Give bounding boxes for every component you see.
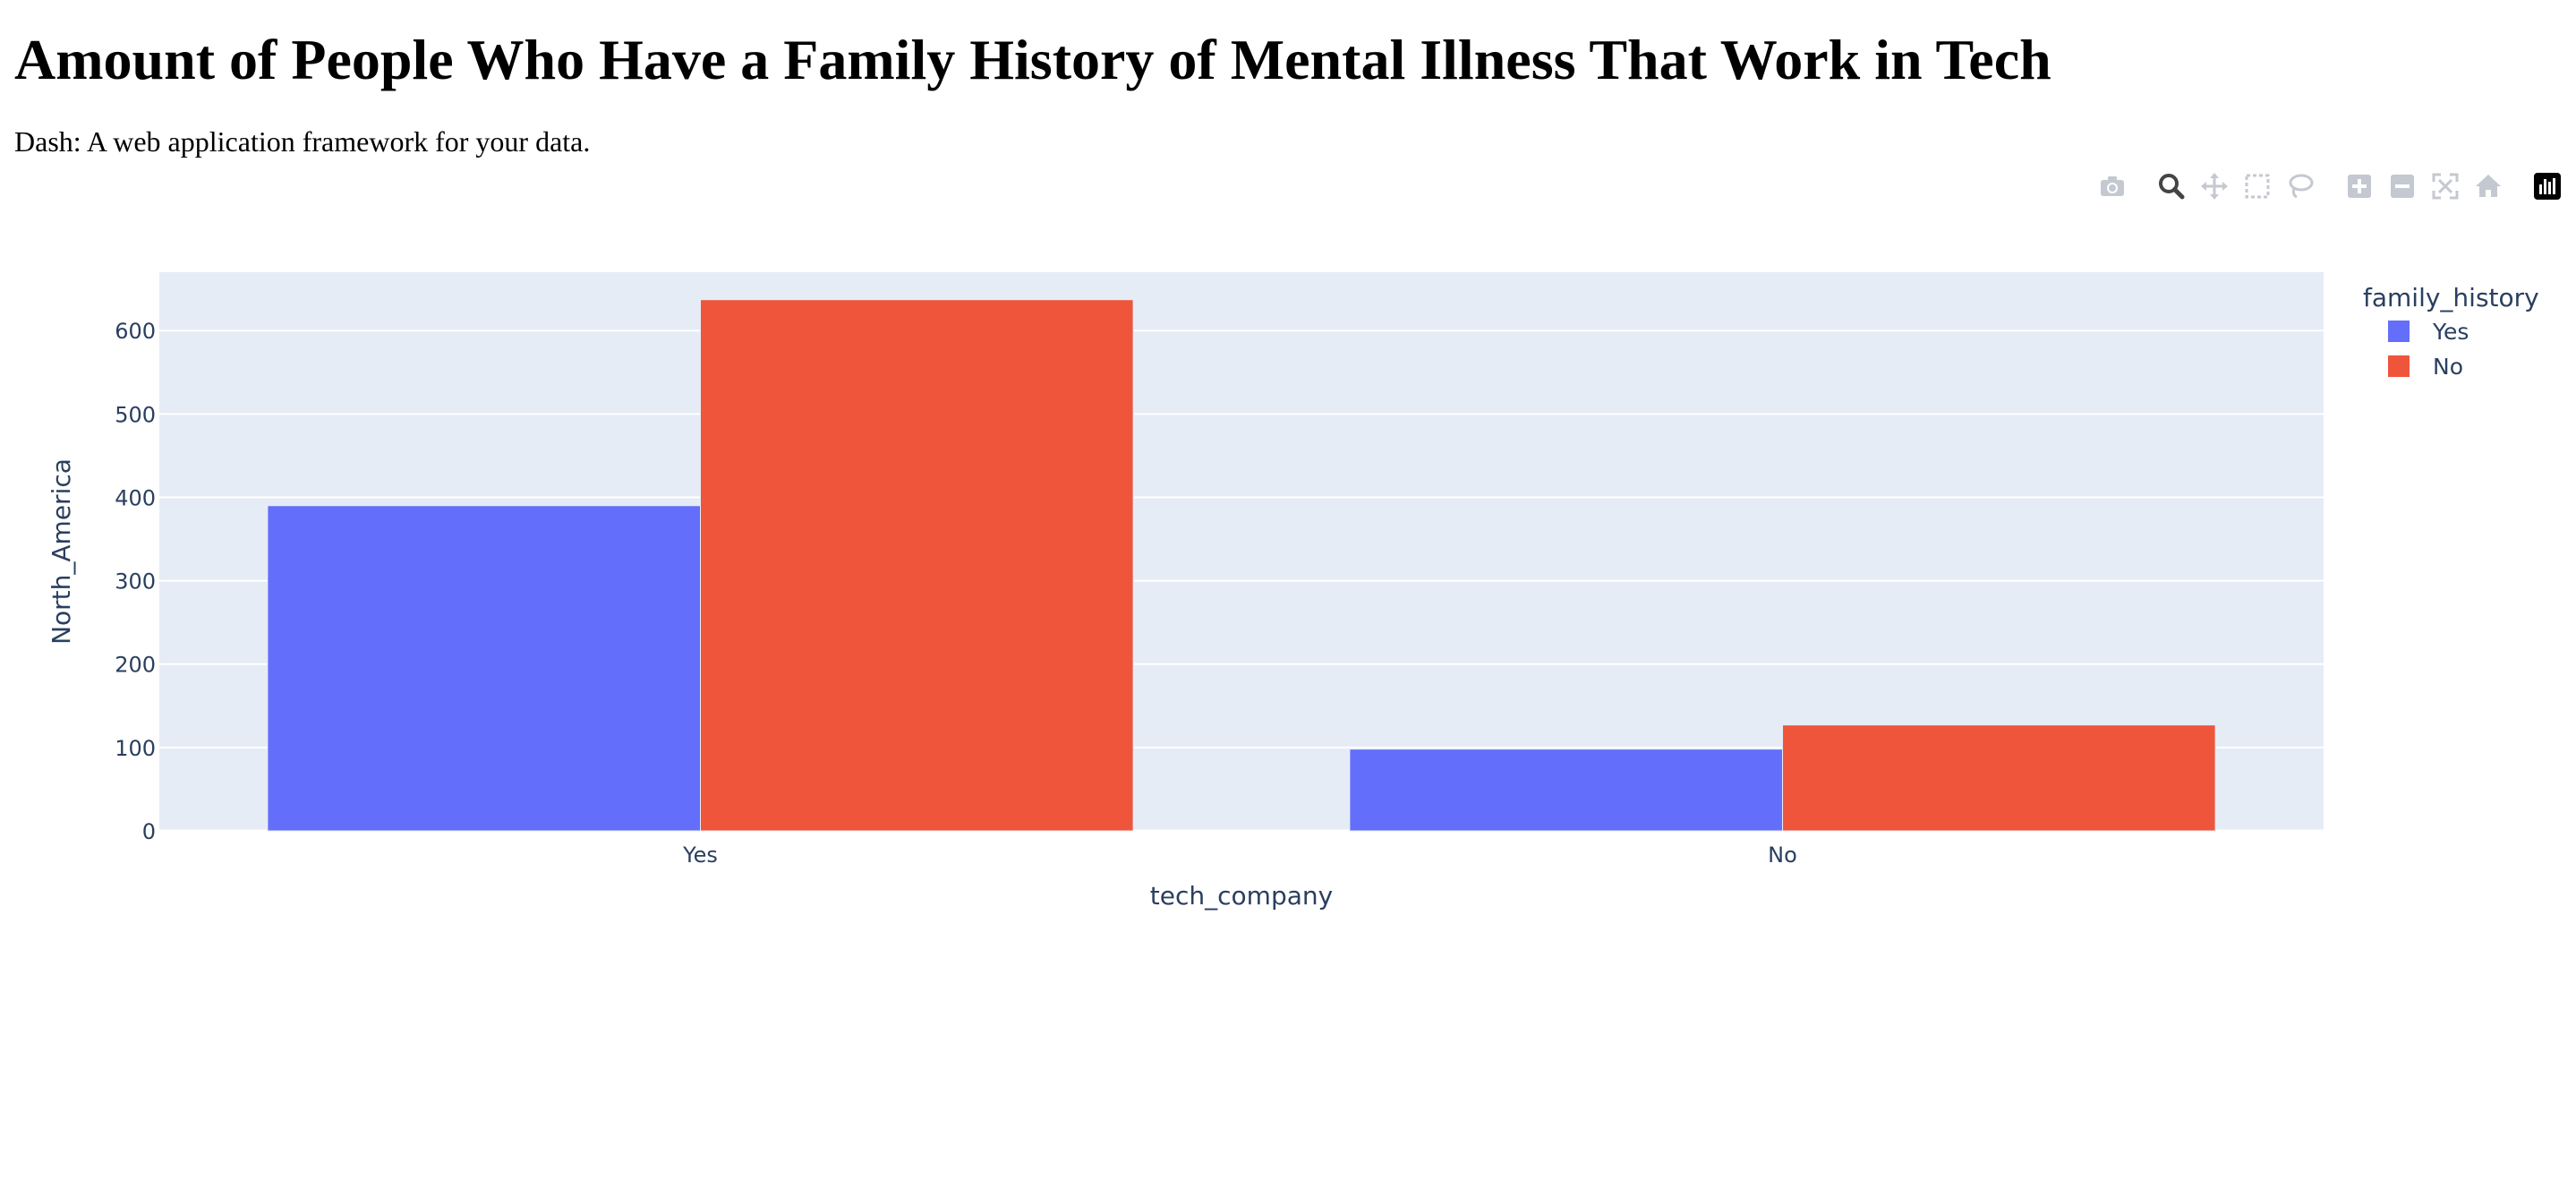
download-png-button[interactable] [2094,168,2130,204]
box-select-button[interactable] [2239,168,2275,204]
bar-no-yes[interactable] [1349,748,1784,832]
lasso-select-icon [2289,174,2314,199]
x-tick-label: Yes [682,843,718,868]
zoom-icon [2159,174,2185,200]
x-tick-label: No [1768,843,1797,868]
bars [267,299,2216,832]
y-tick-label: 500 [115,402,156,427]
legend-item-yes[interactable]: Yes [2388,319,2469,345]
home-icon [2476,175,2501,197]
zoom-button[interactable] [2154,168,2189,204]
y-tick-label: 100 [115,736,156,761]
reset-axes-button[interactable] [2470,168,2506,204]
zoom-out-button[interactable] [2384,168,2420,204]
legend-item-no[interactable]: No [2388,354,2463,380]
zoom-out-icon [2391,175,2414,198]
page-title: Amount of People Who Have a Family Histo… [14,28,2051,91]
legend: family_history Yes No [2363,283,2539,380]
camera-icon [2101,176,2124,196]
y-tick-label: 300 [115,569,156,594]
box-select-icon [2245,174,2270,199]
legend-title: family_history [2363,283,2539,312]
zoom-in-icon [2348,175,2371,198]
pan-icon [2201,173,2228,200]
legend-label: No [2433,354,2463,380]
legend-label: Yes [2432,319,2469,345]
autoscale-button[interactable] [2427,168,2463,204]
bar-yes-yes[interactable] [267,505,701,832]
legend-swatch [2388,321,2410,342]
page-subtitle: Dash: A web application framework for yo… [14,125,591,158]
chart-modebar [2094,168,2572,204]
y-tick-label: 200 [115,653,156,678]
y-axis-title: North_America [47,458,76,645]
lasso-select-button[interactable] [2282,168,2318,204]
y-tick-label: 400 [115,485,156,510]
y-tick-label: 600 [115,319,156,344]
axes: 0 100 200 300 400 500 600 Yes No tech_company Nort… [47,319,1797,911]
x-axis-title: tech_company [1150,881,1333,911]
bar-no-no[interactable] [1782,724,2216,832]
bar-yes-no[interactable] [700,299,1134,832]
pan-button[interactable] [2196,168,2232,204]
y-tick-label: 0 [142,819,156,844]
autoscale-icon [2432,173,2459,200]
plotly-logo-icon [2534,173,2561,200]
legend-swatch [2388,355,2410,377]
zoom-in-button[interactable] [2341,168,2377,204]
plotly-logo-link[interactable] [2529,168,2565,204]
